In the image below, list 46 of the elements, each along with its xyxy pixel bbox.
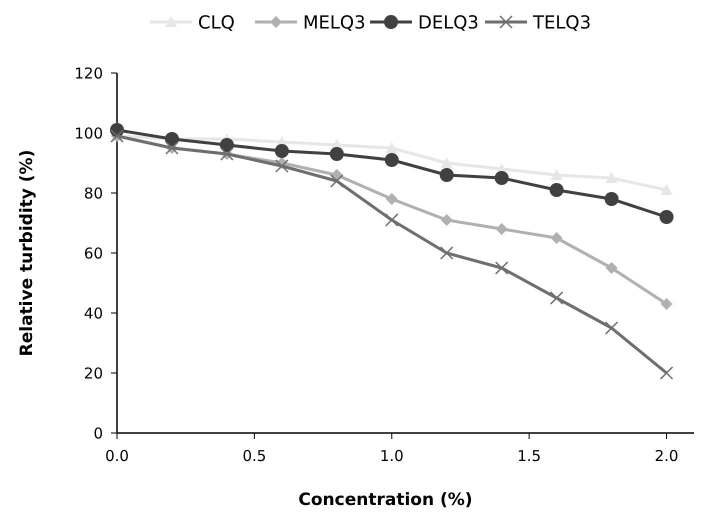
point <box>550 232 563 244</box>
point <box>604 321 618 335</box>
point <box>494 171 509 185</box>
legend-label: CLQ <box>198 12 235 34</box>
point <box>550 291 564 305</box>
point <box>440 157 453 168</box>
point <box>550 169 563 180</box>
point <box>604 192 619 206</box>
y-tick-label: 20 <box>84 364 103 382</box>
point <box>550 183 564 197</box>
x-tick-label: 0.0 <box>105 447 129 465</box>
x-tick-label: 0.5 <box>242 447 266 465</box>
point <box>275 159 289 173</box>
legend-label: MELQ3 <box>303 12 366 34</box>
point <box>660 298 673 310</box>
point <box>440 168 454 182</box>
point <box>660 210 674 224</box>
point <box>330 147 344 161</box>
point <box>274 144 289 158</box>
x-tick-label: 1.0 <box>380 447 404 465</box>
point <box>220 138 234 152</box>
point <box>385 213 399 227</box>
point <box>386 142 398 153</box>
point <box>660 184 673 195</box>
point <box>330 174 344 188</box>
point <box>440 246 454 260</box>
x-tick-label: 1.5 <box>517 447 542 465</box>
y-tick-label: 80 <box>84 184 103 202</box>
point <box>660 366 674 380</box>
y-tick-label: 60 <box>84 244 103 262</box>
point <box>384 153 399 167</box>
point <box>440 214 453 226</box>
y-tick-label: 100 <box>74 124 103 142</box>
point <box>496 223 508 235</box>
point <box>606 262 618 274</box>
y-tick-label: 120 <box>74 64 103 82</box>
point <box>494 261 508 275</box>
point <box>606 172 618 183</box>
y-tick-label: 0 <box>93 424 103 442</box>
legend-label: TELQ3 <box>532 12 592 34</box>
legend-label: DELQ3 <box>418 12 479 34</box>
x-axis-title: Concentration (%) <box>298 490 473 510</box>
y-axis-title: Relative turbidity (%) <box>17 150 37 356</box>
point <box>386 193 398 205</box>
y-tick-label: 40 <box>84 304 103 322</box>
x-tick-label: 2.0 <box>654 447 678 465</box>
